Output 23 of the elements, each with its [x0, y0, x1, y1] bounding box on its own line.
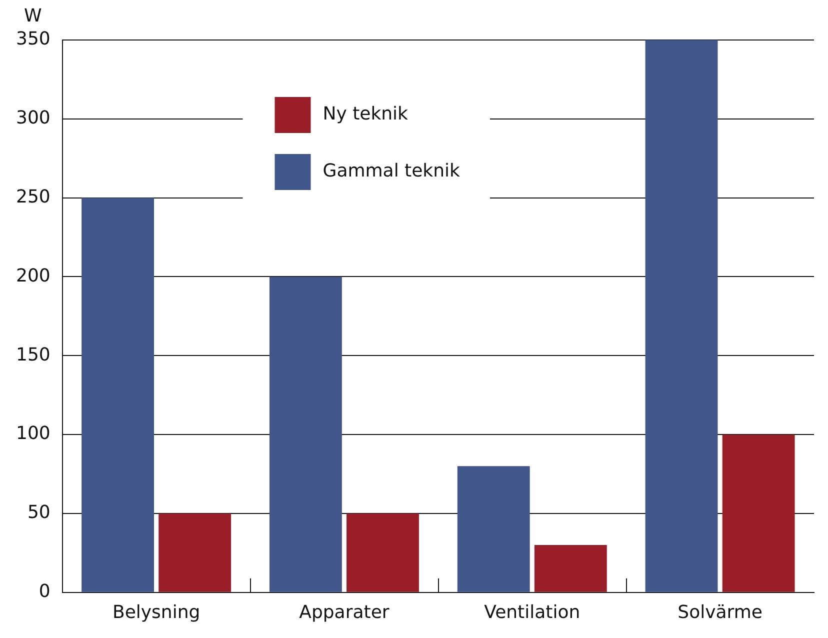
legend-label: Gammal teknik	[322, 160, 461, 182]
bar	[158, 513, 232, 592]
x-tick-label: Apparater	[299, 602, 390, 623]
y-tick-label: 300	[16, 108, 50, 129]
y-axis-title: W	[24, 6, 42, 27]
legend-label: Ny teknik	[322, 104, 409, 125]
y-tick-label: 50	[27, 502, 50, 524]
bar	[534, 545, 607, 592]
x-tick-label: Ventilation	[484, 602, 580, 623]
bar	[457, 466, 530, 592]
x-tick-label: Belysning	[112, 602, 200, 623]
y-tick-label: 250	[16, 186, 50, 208]
y-tick-label: 100	[16, 423, 50, 444]
y-tick-label: 0	[38, 581, 50, 602]
bar	[346, 513, 419, 592]
y-tick-label: 150	[16, 344, 50, 366]
bar	[82, 198, 154, 592]
y-tick-label: 200	[16, 265, 50, 286]
y-tick-label: 350	[16, 28, 50, 50]
bar	[722, 434, 795, 592]
bar	[645, 40, 718, 592]
x-tick-label: Solvärme	[678, 602, 762, 623]
bar	[269, 276, 342, 592]
